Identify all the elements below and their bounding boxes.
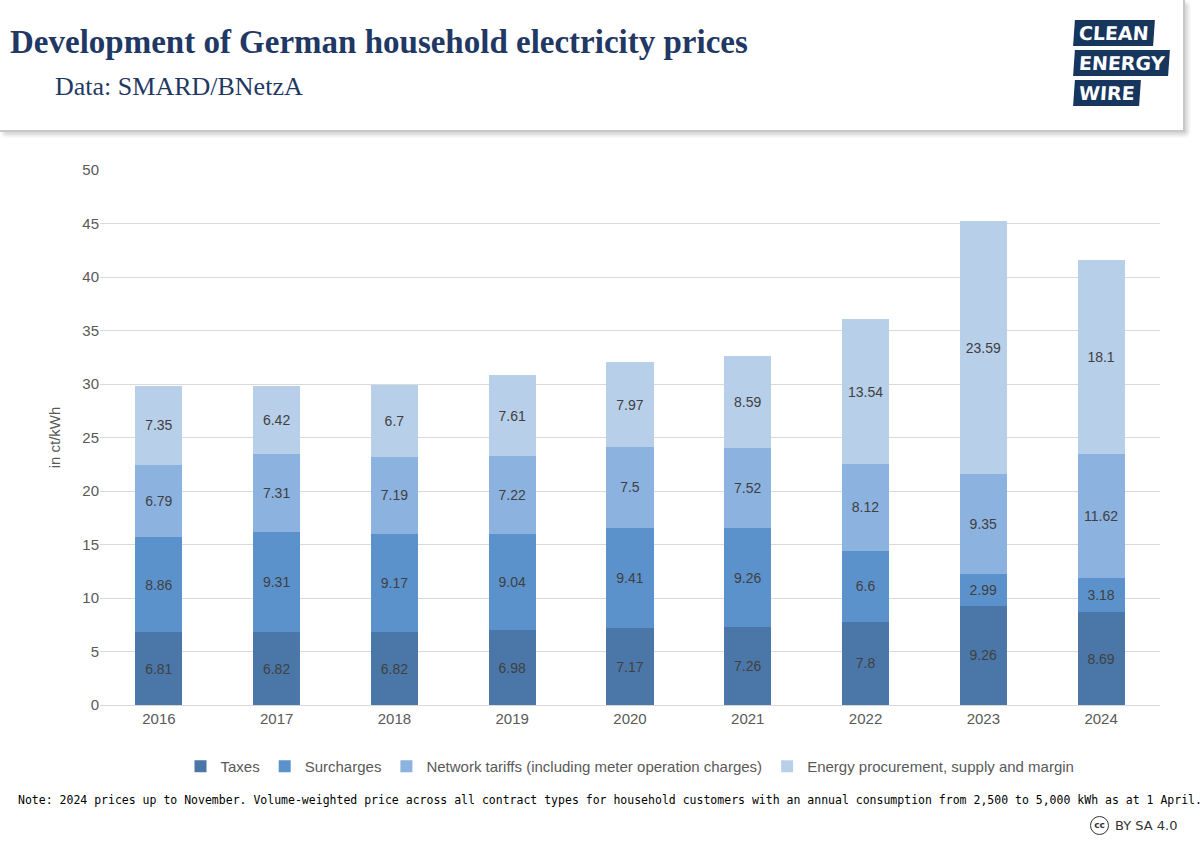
svg-text:2018: 2018 (378, 710, 411, 727)
svg-text:8.86: 8.86 (145, 577, 172, 593)
svg-text:Taxes: Taxes (221, 758, 260, 775)
svg-text:2024: 2024 (1084, 710, 1117, 727)
html-text:Development of German househol: Development of German household electric… (10, 24, 748, 60)
svg-text:2021: 2021 (731, 710, 764, 727)
svg-text:3.18: 3.18 (1087, 587, 1114, 603)
svg-text:35: 35 (82, 322, 99, 339)
svg-text:23.59: 23.59 (966, 340, 1001, 356)
svg-text:7.61: 7.61 (498, 408, 525, 424)
svg-text:0: 0 (91, 696, 99, 713)
svg-text:in ct/kWh: in ct/kWh (46, 407, 63, 469)
svg-text:7.22: 7.22 (498, 487, 525, 503)
svg-text:7.35: 7.35 (145, 417, 172, 433)
svg-text:8.69: 8.69 (1087, 651, 1114, 667)
svg-text:15: 15 (82, 536, 99, 553)
svg-text:2022: 2022 (849, 710, 882, 727)
svg-text:50: 50 (82, 161, 99, 178)
svg-text:10: 10 (82, 589, 99, 606)
svg-text:2.99: 2.99 (970, 582, 997, 598)
svg-text:6.98: 6.98 (498, 660, 525, 676)
svg-text:6.42: 6.42 (263, 412, 290, 428)
svg-text:7.52: 7.52 (734, 480, 761, 496)
svg-text:20: 20 (82, 482, 99, 499)
svg-text:7.8: 7.8 (856, 655, 876, 671)
svg-text:Network tariffs (including met: Network tariffs (including meter operati… (426, 758, 762, 775)
svg-text:Energy procurement, supply and: Energy procurement, supply and margin (807, 758, 1074, 775)
svg-text:8.59: 8.59 (734, 394, 761, 410)
svg-text:7.31: 7.31 (263, 485, 290, 501)
svg-text:7.97: 7.97 (616, 397, 643, 413)
svg-text:Surcharges: Surcharges (305, 758, 382, 775)
svg-text:2023: 2023 (967, 710, 1000, 727)
svg-text:5: 5 (91, 643, 99, 660)
svg-text:30: 30 (82, 375, 99, 392)
svg-text:7.19: 7.19 (381, 487, 408, 503)
svg-text:2020: 2020 (613, 710, 646, 727)
svg-text:25: 25 (82, 429, 99, 446)
svg-text:7.17: 7.17 (616, 659, 643, 675)
svg-text:7.5: 7.5 (620, 479, 640, 495)
svg-text:9.41: 9.41 (616, 570, 643, 586)
svg-text:9.04: 9.04 (498, 574, 525, 590)
svg-text:6.7: 6.7 (385, 413, 405, 429)
svg-text:18.1: 18.1 (1087, 349, 1114, 365)
svg-text:2016: 2016 (142, 710, 175, 727)
svg-text:9.31: 9.31 (263, 574, 290, 590)
svg-text:11.62: 11.62 (1084, 508, 1118, 524)
svg-text:6.6: 6.6 (856, 578, 876, 594)
svg-text:6.81: 6.81 (145, 661, 172, 677)
svg-text:9.35: 9.35 (970, 516, 997, 532)
svg-text:9.17: 9.17 (381, 575, 408, 591)
svg-text:6.82: 6.82 (263, 661, 290, 677)
svg-text:45: 45 (82, 215, 99, 232)
svg-text:7.26: 7.26 (734, 658, 761, 674)
svg-text:9.26: 9.26 (734, 570, 761, 586)
html-text:CLEAN: CLEAN (1078, 22, 1150, 44)
html-text:WIRE: WIRE (1078, 82, 1136, 104)
svg-text:6.79: 6.79 (145, 493, 172, 509)
html-text:cc: cc (1094, 820, 1105, 830)
html-text:BY SA 4.0: BY SA 4.0 (1115, 818, 1178, 833)
svg-text:2017: 2017 (260, 710, 293, 727)
svg-text:13.54: 13.54 (848, 384, 883, 400)
svg-text:9.26: 9.26 (970, 647, 997, 663)
svg-text:8.12: 8.12 (852, 499, 879, 515)
svg-text:2019: 2019 (496, 710, 529, 727)
svg-text:6.82: 6.82 (381, 661, 408, 677)
html-text:ENERGY: ENERGY (1078, 52, 1166, 74)
svg-text:40: 40 (82, 268, 99, 285)
html-text:Data: SMARD/BNetzA: Data: SMARD/BNetzA (55, 72, 303, 101)
